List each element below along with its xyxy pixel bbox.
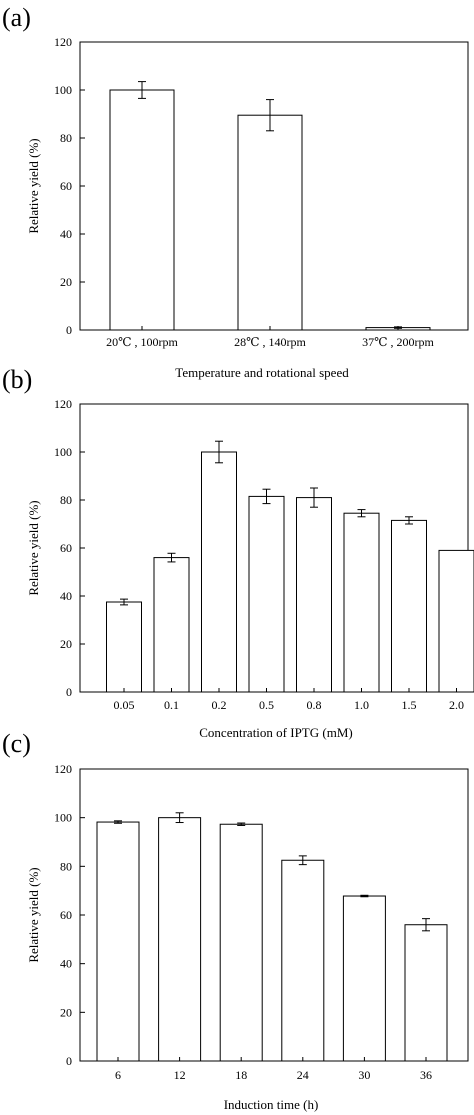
panel-c-x-axis-title: Induction time (h) xyxy=(224,1097,319,1112)
panel-a-y-axis-title: Relative yield (%) xyxy=(26,138,41,233)
y-tick-label: 60 xyxy=(60,541,72,555)
y-tick-label: 100 xyxy=(54,811,72,825)
x-tick-label: 0.2 xyxy=(212,698,227,712)
x-tick-label: 20℃ , 100rpm xyxy=(106,335,178,349)
panel-a: (a) 0 20 40 60 80 100 120 20℃ , 100rpm 28℃ , 14… xyxy=(2,3,469,380)
panel-c-label: (c) xyxy=(2,729,31,758)
bar xyxy=(248,495,285,693)
bar xyxy=(296,497,332,693)
bar xyxy=(343,512,380,693)
bar xyxy=(404,924,448,1062)
panel-b-x-axis-title: Concentration of IPTG (mM) xyxy=(199,725,352,740)
bar xyxy=(219,823,263,1062)
panel-b: (b) 0 20 40 60 80 100 120 0.05 0.1 0.2 0.5 0.8 1.0 1… xyxy=(2,365,474,740)
y-tick-label: 20 xyxy=(60,1005,72,1019)
y-tick-label: 100 xyxy=(54,83,72,97)
x-tick-label: 1.5 xyxy=(402,698,417,712)
panel-a-x-axis-title: Temperature and rotational speed xyxy=(175,365,349,380)
bar xyxy=(153,557,190,693)
x-tick-label: 1.0 xyxy=(354,698,369,712)
x-tick-label: 6 xyxy=(115,1068,121,1082)
panel-c-y-axis-title: Relative yield (%) xyxy=(26,867,41,962)
x-tick-label: 12 xyxy=(174,1068,186,1082)
x-tick-label: 18 xyxy=(235,1068,247,1082)
y-tick-label: 40 xyxy=(60,589,72,603)
y-tick-label: 120 xyxy=(54,397,72,411)
y-tick-label: 80 xyxy=(60,493,72,507)
bar xyxy=(237,114,303,331)
y-tick-label: 0 xyxy=(66,685,72,699)
x-tick-label: 0.1 xyxy=(164,698,179,712)
y-tick-label: 120 xyxy=(54,762,72,776)
x-tick-label: 30 xyxy=(358,1068,370,1082)
bar xyxy=(96,821,140,1062)
bar xyxy=(342,895,386,1062)
y-tick-label: 20 xyxy=(60,275,72,289)
panel-c-y-axis: 0 20 40 60 80 100 120 xyxy=(54,762,85,1068)
y-tick-label: 20 xyxy=(60,637,72,651)
panel-c-bars: 6 12 18 24 30 36 xyxy=(96,812,448,1082)
x-tick-label: 0.5 xyxy=(259,698,274,712)
x-tick-label: 0.05 xyxy=(114,698,135,712)
y-tick-label: 0 xyxy=(66,323,72,337)
panel-b-label: (b) xyxy=(2,365,32,394)
x-tick-label: 28℃ , 140rpm xyxy=(234,335,306,349)
bar xyxy=(109,89,175,331)
panel-a-bars: 20℃ , 100rpm 28℃ , 140rpm 37℃ , 200rpm xyxy=(106,81,435,349)
y-tick-label: 80 xyxy=(60,131,72,145)
y-tick-label: 60 xyxy=(60,908,72,922)
y-tick-label: 40 xyxy=(60,227,72,241)
panel-a-y-axis: 0 20 40 60 80 100 120 xyxy=(54,35,85,337)
bar xyxy=(201,451,237,693)
panel-b-y-axis: 0 20 40 60 80 100 120 xyxy=(54,397,85,699)
y-tick-label: 60 xyxy=(60,179,72,193)
y-tick-label: 0 xyxy=(66,1054,72,1068)
y-tick-label: 100 xyxy=(54,445,72,459)
y-tick-label: 40 xyxy=(60,957,72,971)
panel-a-label: (a) xyxy=(2,3,31,32)
bar xyxy=(106,601,142,693)
x-tick-label: 0.8 xyxy=(307,698,322,712)
bar xyxy=(391,519,427,693)
y-tick-label: 80 xyxy=(60,859,72,873)
x-tick-label: 24 xyxy=(297,1068,309,1082)
panel-c: (c) 0 20 40 60 80 100 120 6 12 18 24 30 36 Relative… xyxy=(2,729,469,1112)
x-tick-label: 36 xyxy=(420,1068,432,1082)
x-tick-label: 2.0 xyxy=(449,698,464,712)
bar xyxy=(281,859,325,1062)
bar xyxy=(158,817,202,1062)
y-tick-label: 120 xyxy=(54,35,72,49)
panel-b-y-axis-title: Relative yield (%) xyxy=(26,500,41,595)
panel-b-bars: 0.05 0.1 0.2 0.5 0.8 1.0 1.5 2.0 xyxy=(106,440,474,712)
bar xyxy=(438,549,474,693)
x-tick-label: 37℃ , 200rpm xyxy=(362,335,434,349)
